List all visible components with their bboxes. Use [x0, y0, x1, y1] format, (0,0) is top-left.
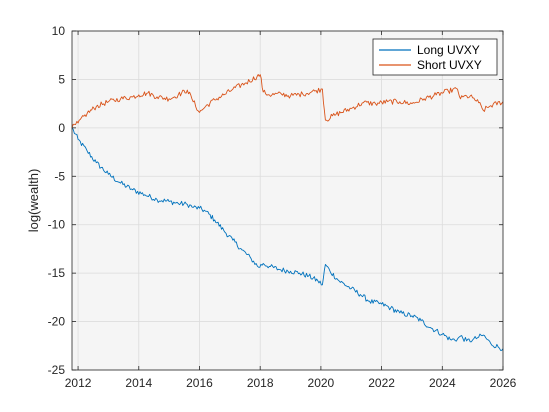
- x-tick-label: 2020: [308, 376, 335, 390]
- tick-labels: 2012 2014 2016 2018 2020 2022 2024 2026 -25 -20 -1…: [48, 24, 517, 390]
- x-tick-label: 2026: [490, 376, 517, 390]
- plot-area: [72, 31, 503, 370]
- series-layer: [71, 74, 504, 351]
- legend-label-1: Short UVXY: [417, 58, 482, 72]
- x-tick-label: 2018: [247, 376, 274, 390]
- legend-label-0: Long UVXY: [417, 43, 480, 57]
- x-tick-label: 2014: [125, 376, 152, 390]
- y-tick-label: -15: [48, 266, 66, 280]
- y-tick-label: -10: [48, 218, 66, 232]
- x-tick-label: 2016: [186, 376, 213, 390]
- ticks: [72, 30, 504, 371]
- y-tick-label: -25: [48, 363, 66, 377]
- series-line-0: [71, 127, 504, 351]
- y-tick-label: 5: [58, 72, 65, 86]
- x-tick-label: 2012: [65, 376, 92, 390]
- series-line-1: [71, 74, 504, 129]
- y-tick-label: 0: [58, 121, 65, 135]
- y-tick-label: -5: [54, 169, 65, 183]
- plot-frame: [71, 30, 504, 371]
- x-tick-label: 2022: [368, 376, 395, 390]
- y-axis-label: log(wealth): [26, 169, 41, 233]
- legend-box: [372, 38, 498, 76]
- x-tick-label: 2024: [429, 376, 456, 390]
- y-tick-label: -20: [48, 315, 66, 329]
- y-tick-label: 10: [52, 24, 66, 38]
